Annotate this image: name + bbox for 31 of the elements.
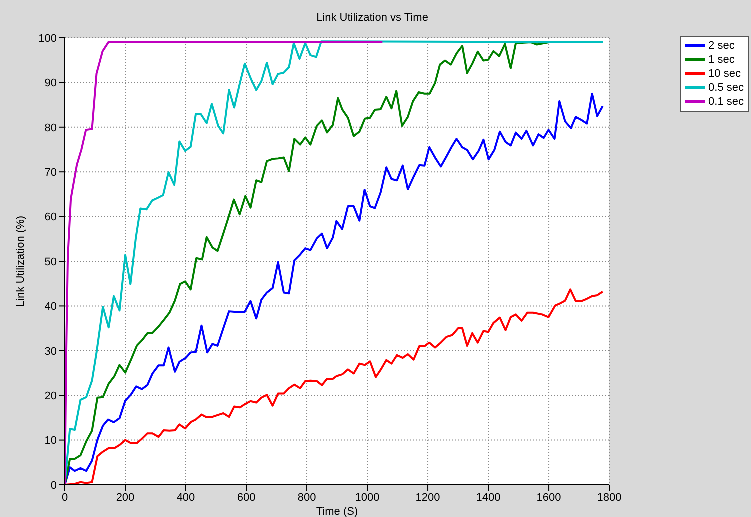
- y-tick-label: 0: [50, 480, 57, 492]
- x-tick-label: 600: [237, 492, 256, 504]
- x-tick-label: 1600: [536, 492, 562, 504]
- y-tick-label: 70: [44, 167, 57, 180]
- y-axis-title: Link Utilization (%): [14, 216, 27, 308]
- x-tick-label: 200: [116, 492, 135, 504]
- x-tick-label: 1800: [597, 492, 622, 504]
- line-series: [65, 41, 384, 485]
- legend-label: 1 sec: [708, 53, 735, 67]
- y-tick-label: 50: [44, 256, 57, 268]
- legend-label: 0.5 sec: [708, 81, 744, 95]
- y-tick-label: 20: [44, 390, 57, 403]
- chart-title: Link Utilization vs Time: [316, 12, 430, 24]
- x-axis-title: Time (S): [316, 506, 358, 517]
- y-tick-label: 100: [38, 32, 57, 45]
- y-tick-label: 80: [44, 122, 57, 134]
- x-tick-label: 1200: [416, 492, 440, 504]
- x-tick-label: 1000: [355, 492, 380, 504]
- y-tick-label: 40: [44, 301, 57, 314]
- x-tick-label: 400: [176, 492, 196, 504]
- x-tick-label: 1400: [476, 492, 501, 504]
- y-tick-label: 90: [44, 78, 57, 90]
- y-tick-label: 10: [44, 435, 57, 448]
- x-tick-label: 0: [62, 492, 68, 504]
- legend-label: 10 sec: [708, 67, 741, 81]
- legend-label: 0.1 sec: [708, 95, 744, 109]
- x-tick-label: 800: [298, 492, 316, 504]
- y-tick-label: 60: [44, 212, 57, 224]
- y-tick-label: 30: [44, 346, 57, 358]
- line-series: [65, 288, 604, 485]
- legend-label: 2 sec: [708, 39, 735, 53]
